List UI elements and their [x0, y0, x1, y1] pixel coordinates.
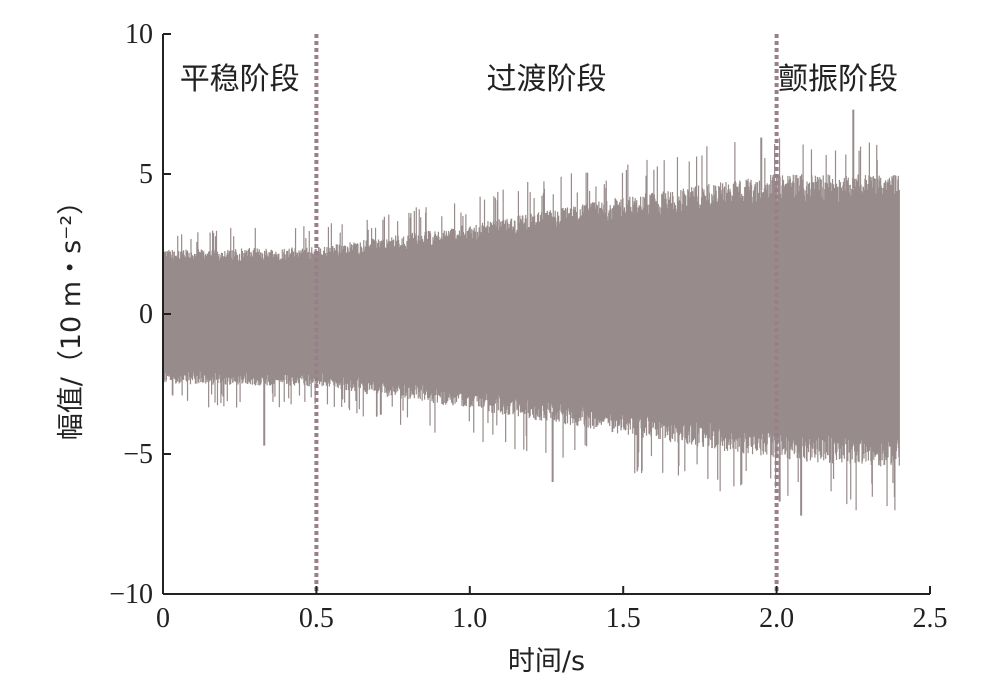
phase-label-1: 过渡阶段	[487, 62, 607, 97]
x-tick-label-3: 1.5	[606, 603, 641, 634]
x-tick-label-4: 2.0	[759, 603, 794, 634]
phase-label-2: 颤振阶段	[778, 62, 898, 97]
x-tick-label-2: 1.0	[452, 603, 487, 634]
signal-trace	[162, 109, 900, 516]
axes	[162, 33, 931, 595]
y-tick-label-2: 0	[139, 299, 153, 330]
x-tick-label-0: 0	[156, 603, 170, 634]
signal-band	[162, 138, 900, 511]
x-axis-title: 时间/s	[508, 646, 585, 677]
phase-label-0: 平稳阶段	[180, 62, 300, 97]
x-tick-label-5: 2.5	[913, 603, 948, 634]
y-tick-label-3: −5	[123, 439, 153, 470]
y-tick-label-0: 10	[125, 19, 153, 50]
x-tick-label-1: 0.5	[299, 603, 334, 634]
y-tick-label-1: 5	[139, 159, 153, 190]
labels: 0 0.5 1.0 1.5 2.0 2.5 10 5 0 −5 −10 时间/s 幅值/（10 m・s⁻…	[56, 19, 948, 677]
y-tick-label-4: −10	[109, 579, 153, 610]
y-axis-title: 幅值/（10 m・s⁻²）	[56, 188, 87, 440]
phase-dividers	[314, 34, 779, 594]
